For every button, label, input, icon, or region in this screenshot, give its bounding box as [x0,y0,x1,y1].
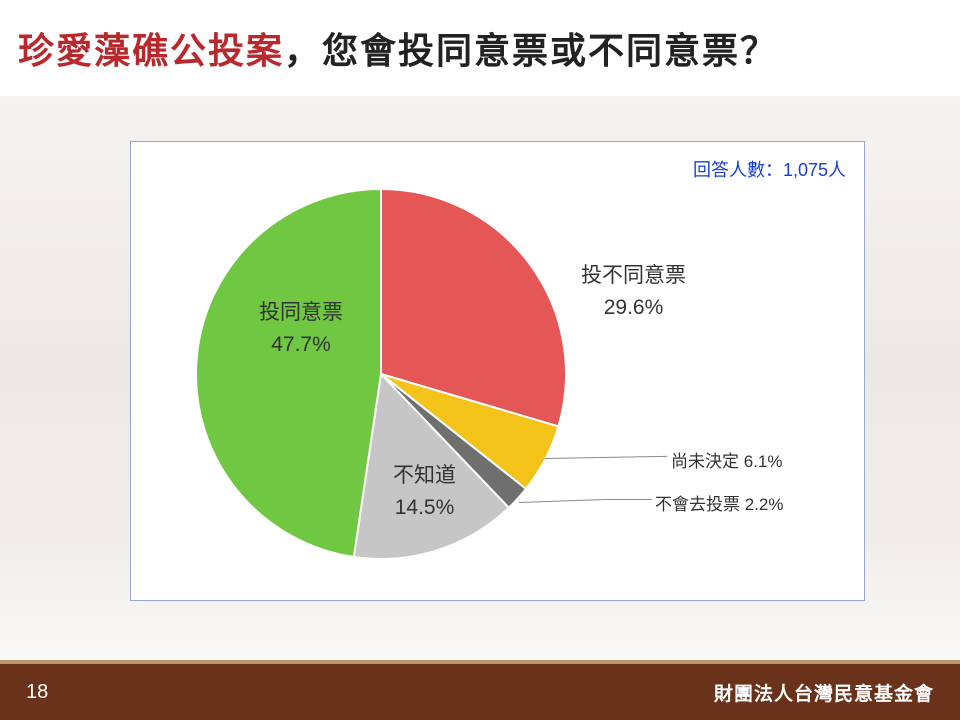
pie-slice-agree [196,189,381,557]
chart-panel: 回答人數：1,075人 投不同意票 29.6% 投同意票 47.7% 不知道 1… [130,141,865,601]
slice-label-disagree: 投不同意票 29.6% [581,260,686,323]
title-comma: ， [284,30,322,71]
slice-pct-disagree: 29.6% [604,296,664,319]
title-highlight: 珍愛藻礁公投案 [18,30,284,71]
footer-bar: 18 財團法人台灣民意基金會 [0,664,960,720]
pie-chart [191,184,571,564]
slice-label-dontknow: 不知道 14.5% [393,460,456,523]
org-name: 財團法人台灣民意基金會 [714,679,934,706]
slice-pct-agree: 47.7% [271,333,331,356]
slice-pct-wontvote: 2.2% [745,495,784,514]
slice-name-disagree: 投不同意票 [581,264,686,287]
title-bar: 珍愛藻礁公投案，您會投同意票或不同意票？ [0,0,960,96]
slice-pct-dontknow: 14.5% [395,496,455,519]
slice-pct-undecided: 6.1% [744,452,783,471]
slice-name-agree: 投同意票 [259,301,343,324]
leader-wontvote-2 [608,499,652,500]
slice-label-agree: 投同意票 47.7% [259,297,343,360]
slice-name-dontknow: 不知道 [393,464,456,487]
page-title: 珍愛藻礁公投案，您會投同意票或不同意票？ [18,22,778,74]
title-rest: 您會投同意票或不同意票？ [322,30,778,71]
slice-name-wontvote: 不會去投票 [655,495,740,514]
respondents-count: 回答人數：1,075人 [693,156,846,182]
pie-svg [191,184,571,564]
slice-label-wontvote: 不會去投票 2.2% [655,490,783,515]
slice-label-undecided: 尚未決定 6.1% [671,447,782,472]
page-number: 18 [26,681,48,704]
slice-name-undecided: 尚未決定 [671,452,739,471]
